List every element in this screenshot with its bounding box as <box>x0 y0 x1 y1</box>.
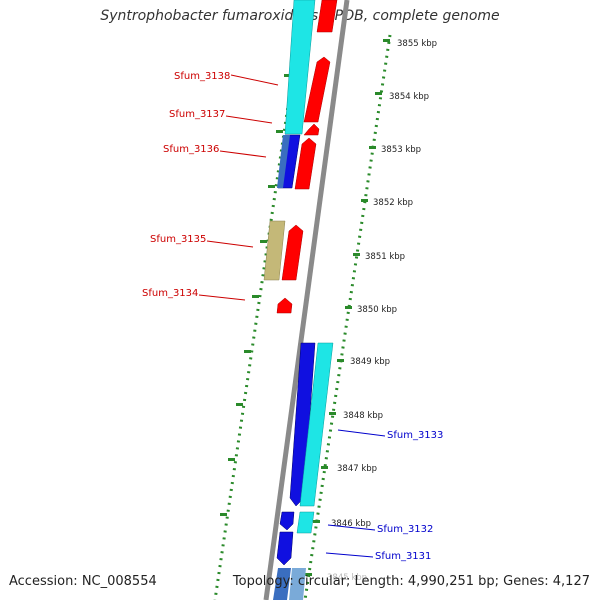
genome-backbone <box>263 0 350 600</box>
inner-tick <box>244 350 251 353</box>
leader-line <box>327 524 376 531</box>
scale-tick <box>321 466 328 469</box>
leader-line <box>219 150 267 158</box>
leader-line <box>337 429 386 437</box>
gene-label-sfum-3137[interactable]: Sfum_3137 <box>169 109 225 120</box>
scale-label: 3850 kbp <box>357 305 397 315</box>
inner-tick <box>252 295 259 298</box>
leader-line <box>225 115 273 124</box>
topology-label: Topology: circular; Length: 4,990,251 bp… <box>232 574 590 589</box>
inner-tick <box>228 458 235 461</box>
inner-tick <box>276 130 283 133</box>
scale-label: 3847 kbp <box>337 464 377 474</box>
gene-label-sfum-3132[interactable]: Sfum_3132 <box>377 524 433 535</box>
leader-line <box>230 74 279 86</box>
gene-block-steel[interactable] <box>273 568 291 600</box>
scale-tick <box>361 199 368 202</box>
gene-arrow-blue[interactable] <box>289 342 316 507</box>
inner-tick <box>236 403 243 406</box>
gene-arrow-blue[interactable] <box>276 531 294 566</box>
scale-tick <box>313 520 320 523</box>
gene-label-sfum-3133[interactable]: Sfum_3133 <box>387 430 443 441</box>
gene-arrow-blue[interactable] <box>279 511 295 531</box>
scale-tick <box>337 359 344 362</box>
scale-label: 3852 kbp <box>373 198 413 208</box>
leader-line <box>198 294 246 301</box>
scale-label: 3855 kbp <box>397 39 437 49</box>
scale-tick <box>383 39 390 42</box>
scale-label: 3854 kbp <box>389 92 429 102</box>
leader-line <box>206 240 254 248</box>
gene-arrow-red[interactable] <box>281 224 304 281</box>
gene-block-cyan[interactable] <box>284 0 316 135</box>
gene-label-sfum-3135[interactable]: Sfum_3135 <box>150 234 206 245</box>
scale-tick <box>329 412 336 415</box>
gene-label-sfum-3131[interactable]: Sfum_3131 <box>375 551 431 562</box>
scale-tick <box>305 573 312 576</box>
gene-label-sfum-3134[interactable]: Sfum_3134 <box>142 288 198 299</box>
gene-arrow-red[interactable] <box>316 0 338 33</box>
leader-line <box>325 552 374 558</box>
scale-label: 3848 kbp <box>343 411 383 421</box>
gene-arrow-red[interactable] <box>294 137 317 190</box>
inner-tick <box>284 74 291 77</box>
accession-label: Accession: NC_008554 <box>9 574 157 589</box>
scale-tick <box>345 306 352 309</box>
inner-tick <box>268 185 275 188</box>
scale-tick <box>375 92 382 95</box>
scale-label: 3846 kbp <box>331 519 371 529</box>
scale-label: 3849 kbp <box>350 357 390 367</box>
outer-dotted-ring <box>303 34 392 600</box>
gene-label-sfum-3138[interactable]: Sfum_3138 <box>174 71 230 82</box>
scale-tick <box>369 146 376 149</box>
gene-arrow-red[interactable] <box>276 297 293 314</box>
gene-block-khaki[interactable] <box>263 220 286 281</box>
gene-arrow-red[interactable] <box>303 56 331 123</box>
scale-label: 3851 kbp <box>365 252 405 262</box>
gene-block-cyan[interactable] <box>296 511 315 534</box>
inner-tick <box>220 513 227 516</box>
scale-label: 3853 kbp <box>381 145 421 155</box>
gene-block-steel[interactable] <box>289 568 306 600</box>
scale-label: 3845 kbp <box>327 573 367 583</box>
scale-tick <box>353 253 360 256</box>
inner-dotted-ring <box>213 24 302 600</box>
gene-label-sfum-3136[interactable]: Sfum_3136 <box>163 144 219 155</box>
gene-block-cyan[interactable] <box>299 342 334 507</box>
inner-tick <box>260 240 267 243</box>
gene-block-steel[interactable] <box>277 135 290 188</box>
gene-arrow-red[interactable] <box>303 123 320 136</box>
